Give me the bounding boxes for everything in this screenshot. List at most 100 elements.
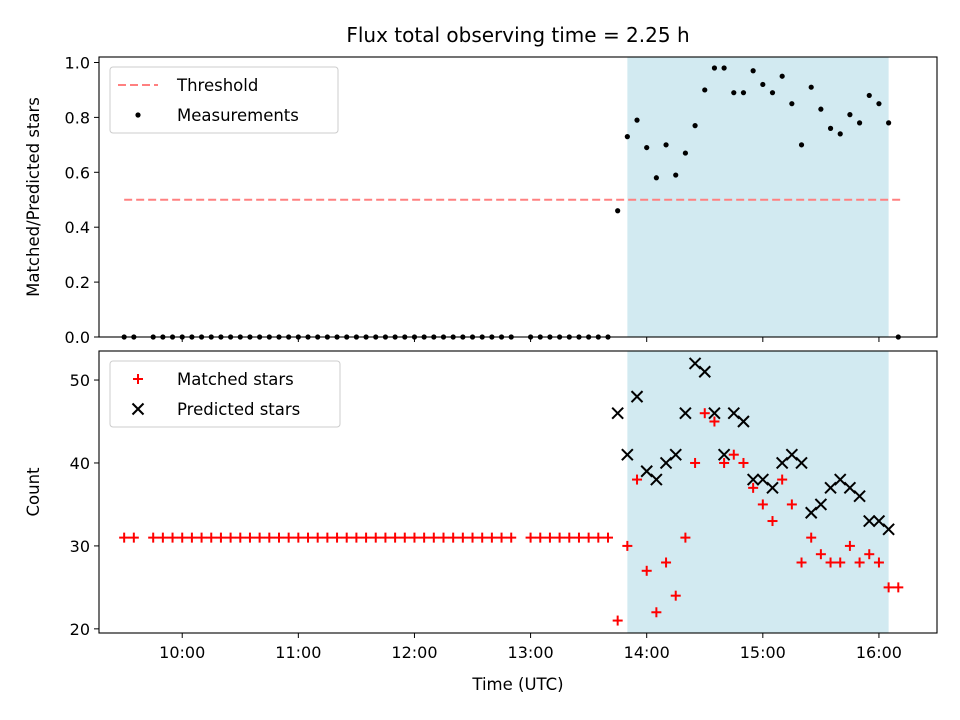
y-tick-label: 0.8 xyxy=(65,108,90,127)
marker-stroke xyxy=(669,448,682,461)
matched-star-marker xyxy=(525,532,536,543)
matched-star-marker xyxy=(177,532,188,543)
measurement-point xyxy=(653,175,659,181)
matched-star-marker xyxy=(361,532,372,543)
matched-star-marker xyxy=(806,532,817,543)
marker-stroke xyxy=(131,402,145,416)
y-tick-label: 50 xyxy=(70,371,90,390)
matched-star-marker xyxy=(670,590,681,601)
y-tick-label: 40 xyxy=(70,454,90,473)
ratio-panel: Flux total observing time = 2.25 h Match… xyxy=(24,23,938,347)
x-tick-label: 16:00 xyxy=(856,643,902,662)
y-tick-label: 0.4 xyxy=(65,218,90,237)
measurement-point xyxy=(876,101,882,107)
predicted-star-marker xyxy=(795,456,808,470)
legend-measurement-swatch xyxy=(135,112,141,118)
highlight-span xyxy=(627,57,889,337)
matched-star-marker xyxy=(254,532,265,543)
matched-star-marker xyxy=(719,457,730,468)
matched-star-marker xyxy=(215,532,226,543)
matched-star-marker xyxy=(235,532,246,543)
predicted-star-marker xyxy=(611,406,624,420)
matched-star-marker xyxy=(206,532,217,543)
matched-star-marker xyxy=(709,416,720,427)
measurement-point xyxy=(644,144,650,151)
y-axis-label-ratio: Matched/Predicted stars xyxy=(24,97,43,297)
matched-star-marker xyxy=(370,532,381,543)
matched-star-marker xyxy=(641,565,652,576)
marker-stroke xyxy=(766,481,779,495)
marker-stroke xyxy=(795,456,808,470)
matched-star-marker xyxy=(399,532,410,543)
marker-stroke xyxy=(688,357,702,370)
matched-star-marker xyxy=(873,557,884,568)
y-tick-label: 0.2 xyxy=(65,273,90,292)
legend-label: Predicted stars xyxy=(177,400,300,419)
matched-star-marker xyxy=(573,532,584,543)
predicted-star-marker xyxy=(766,481,779,495)
matched-star-marker xyxy=(544,532,555,543)
matched-star-marker xyxy=(632,474,643,485)
x-tick-label: 12:00 xyxy=(391,643,437,662)
measurement-point xyxy=(750,68,756,74)
y-tick-label: 30 xyxy=(70,537,90,556)
matched-star-marker xyxy=(380,532,391,543)
matched-star-marker xyxy=(651,607,662,618)
ratio-plot-area: 0.0 0.2 0.4 0.6 0.8 1.0 Threshold Measurements xyxy=(65,53,938,347)
x-tick-label: 13:00 xyxy=(508,643,554,662)
matched-star-marker xyxy=(699,408,710,419)
marker-stroke xyxy=(882,523,895,536)
measurement-point xyxy=(615,208,621,214)
matched-star-marker xyxy=(564,532,575,543)
marker-stroke xyxy=(640,465,653,478)
matched-star-marker xyxy=(119,532,130,543)
matched-star-marker xyxy=(419,532,430,543)
matched-star-marker xyxy=(767,516,778,527)
predicted-star-marker xyxy=(853,489,866,503)
matched-star-marker xyxy=(777,474,788,485)
y-tick-label: 20 xyxy=(70,620,90,639)
matched-star-marker xyxy=(438,532,449,543)
predicted-star-marker xyxy=(737,415,750,428)
matched-star-marker xyxy=(583,532,594,543)
marker-stroke xyxy=(630,390,644,403)
matched-star-marker xyxy=(728,449,739,460)
matched-star-marker xyxy=(332,532,343,543)
marker-stroke xyxy=(737,415,750,428)
measurement-point xyxy=(702,87,708,93)
x-tick-label: 14:00 xyxy=(624,643,670,662)
matched-star-marker xyxy=(864,549,875,560)
marker-stroke xyxy=(834,473,847,486)
count-panel: Count Time (UTC) 20 30 40 50 10:00 11:00 12:00… xyxy=(24,350,938,694)
measurement-point xyxy=(847,112,853,118)
matched-star-marker xyxy=(293,532,304,543)
matched-star-marker xyxy=(661,557,672,568)
matched-star-marker xyxy=(148,532,159,543)
measurement-point xyxy=(731,90,737,96)
predicted-star-marker xyxy=(882,523,895,536)
x-axis-label: Time (UTC) xyxy=(471,675,563,694)
matched-star-marker xyxy=(738,457,749,468)
marker-stroke xyxy=(727,406,740,420)
predicted-star-marker xyxy=(669,448,682,461)
matched-star-marker xyxy=(283,532,294,543)
axes-frame xyxy=(98,56,938,338)
matched-star-marker xyxy=(835,557,846,568)
matched-star-marker xyxy=(825,557,836,568)
measurement-point xyxy=(827,125,834,131)
measurement-point xyxy=(760,81,766,88)
predicted-star-marker xyxy=(698,365,711,378)
predicted-star-marker xyxy=(717,448,731,461)
matched-star-marker xyxy=(351,532,362,543)
y-axis-label-count: Count xyxy=(24,467,43,517)
marker-stroke xyxy=(872,514,886,528)
y-tick-label: 0.0 xyxy=(65,328,90,347)
matched-star-marker xyxy=(893,582,904,593)
matched-star-marker xyxy=(748,482,759,493)
predicted-star-marker xyxy=(621,448,634,461)
legend-box xyxy=(109,360,341,428)
measurement-point xyxy=(634,117,640,123)
measurement-point xyxy=(692,123,698,129)
measurement-point xyxy=(818,106,824,112)
y-tick-label: 0.6 xyxy=(65,163,90,182)
